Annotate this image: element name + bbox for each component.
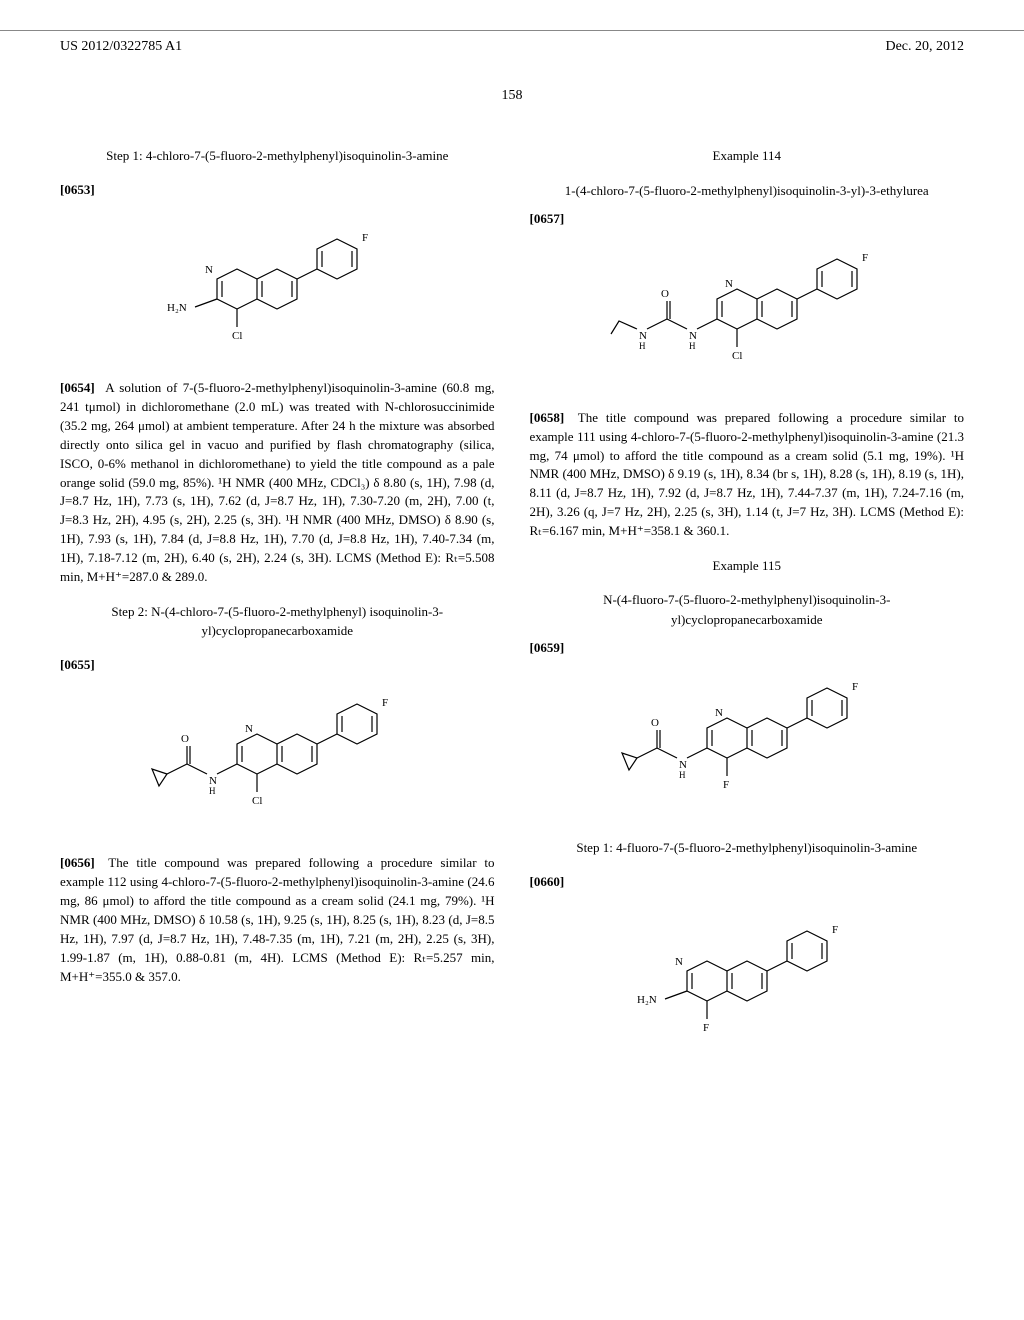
structure-2-svg: F N N H O: [137, 694, 417, 834]
para-0657-label: [0657]: [530, 211, 565, 226]
example-115-header: Example 115: [530, 556, 965, 576]
chemical-structure-5: F N H₂N F: [530, 911, 965, 1051]
para-0658-text: The title compound was prepared followin…: [530, 410, 965, 538]
para-0656: [0656] The title compound was prepared f…: [60, 854, 495, 986]
para-0657: [0657]: [530, 210, 965, 229]
page-header: US 2012/0322785 A1 Dec. 20, 2012: [60, 36, 964, 65]
svg-text:O: O: [651, 717, 659, 729]
svg-text:F: F: [362, 232, 368, 244]
para-0656-text: The title compound was prepared followin…: [60, 855, 495, 983]
para-0660-label: [0660]: [530, 874, 565, 889]
svg-text:F: F: [862, 252, 868, 264]
step2-title: Step 2: N-(4-chloro-7-(5-fluoro-2-methyl…: [60, 602, 495, 641]
para-0654-label: [0654]: [60, 380, 95, 395]
para-0655-label: [0655]: [60, 657, 95, 672]
svg-text:Cl: Cl: [232, 330, 242, 342]
svg-text:F: F: [382, 697, 388, 709]
para-0653-label: [0653]: [60, 182, 95, 197]
example-115-compound: N-(4-fluoro-7-(5-fluoro-2-methylphenyl)i…: [530, 590, 965, 629]
svg-text:H: H: [689, 341, 696, 351]
svg-text:H₂N: H₂N: [167, 302, 187, 314]
structure-4-svg: F N N H O: [607, 678, 887, 818]
svg-text:N: N: [725, 278, 733, 290]
svg-text:H: H: [679, 770, 686, 780]
structure-5-svg: F N H₂N F: [607, 911, 887, 1051]
svg-text:F: F: [723, 779, 729, 791]
publication-date: Dec. 20, 2012: [885, 36, 964, 57]
svg-text:F: F: [832, 924, 838, 936]
svg-text:N: N: [245, 723, 253, 735]
para-0653: [0653]: [60, 181, 495, 200]
svg-text:Cl: Cl: [732, 350, 742, 362]
structure-3-svg: F N N H O N H: [607, 249, 887, 389]
para-0659: [0659]: [530, 639, 965, 658]
step1-title: Step 1: 4-chloro-7-(5-fluoro-2-methylphe…: [60, 146, 495, 166]
para-0658-label: [0658]: [530, 410, 565, 425]
para-0654: [0654] A solution of 7-(5-fluoro-2-methy…: [60, 379, 495, 586]
para-0655: [0655]: [60, 656, 495, 675]
svg-text:N: N: [675, 956, 683, 968]
example-114-compound: 1-(4-chloro-7-(5-fluoro-2-methylphenyl)i…: [530, 181, 965, 201]
step1-right-title: Step 1: 4-fluoro-7-(5-fluoro-2-methylphe…: [530, 838, 965, 858]
structure-1-svg: F N H₂N Cl: [137, 219, 417, 359]
svg-text:H₂N: H₂N: [637, 994, 657, 1006]
svg-text:H: H: [639, 341, 646, 351]
chemical-structure-4: F N N H O: [530, 678, 965, 818]
para-0658: [0658] The title compound was prepared f…: [530, 409, 965, 541]
patent-number: US 2012/0322785 A1: [60, 36, 182, 57]
svg-text:N: N: [205, 264, 213, 276]
chemical-structure-1: F N H₂N Cl: [60, 219, 495, 359]
example-114-header: Example 114: [530, 146, 965, 166]
content-columns: Step 1: 4-chloro-7-(5-fluoro-2-methylphe…: [60, 131, 964, 1071]
para-0660: [0660]: [530, 873, 965, 892]
page-number: 158: [60, 85, 964, 106]
svg-text:F: F: [703, 1022, 709, 1034]
svg-text:O: O: [661, 288, 669, 300]
header-divider: [0, 30, 1024, 31]
chemical-structure-3: F N N H O N H: [530, 249, 965, 389]
right-column: Example 114 1-(4-chloro-7-(5-fluoro-2-me…: [530, 131, 965, 1071]
svg-text:F: F: [852, 681, 858, 693]
svg-text:O: O: [181, 733, 189, 745]
para-0659-label: [0659]: [530, 640, 565, 655]
chemical-structure-2: F N N H O: [60, 694, 495, 834]
left-column: Step 1: 4-chloro-7-(5-fluoro-2-methylphe…: [60, 131, 495, 1071]
para-0654-text: A solution of 7-(5-fluoro-2-methylphenyl…: [60, 380, 495, 583]
svg-text:N: N: [715, 707, 723, 719]
para-0656-label: [0656]: [60, 855, 95, 870]
svg-text:Cl: Cl: [252, 795, 262, 807]
svg-text:H: H: [209, 786, 216, 796]
